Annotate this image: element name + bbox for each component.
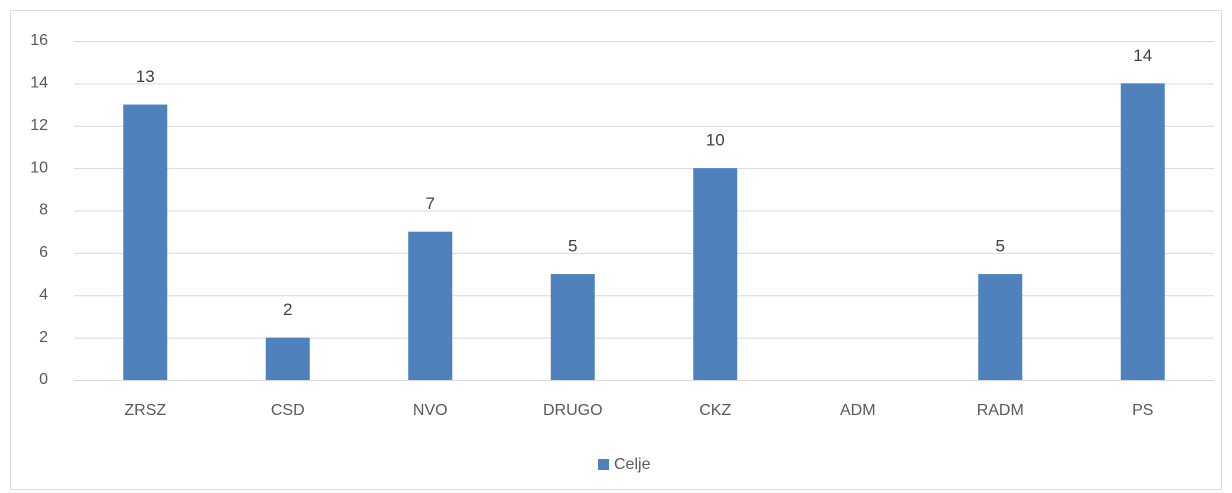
bar [123, 104, 168, 380]
value-label: 14 [1133, 46, 1152, 65]
y-tick-label: 10 [30, 159, 48, 176]
x-tick-label: RADM [977, 402, 1024, 419]
y-tick-label: 0 [39, 371, 48, 388]
x-tick-label: ADM [840, 402, 876, 419]
value-label: 2 [283, 300, 292, 319]
bar [693, 168, 738, 380]
value-label: 10 [706, 131, 725, 150]
value-label: 5 [996, 237, 1005, 256]
y-tick-label: 8 [39, 202, 48, 219]
bar [1120, 83, 1165, 380]
y-tick-label: 12 [30, 117, 48, 134]
y-tick-label: 16 [30, 32, 48, 49]
x-tick-label: ZRSZ [124, 402, 166, 419]
x-tick-label: NVO [413, 402, 448, 419]
bar [550, 274, 595, 380]
y-tick-label: 4 [39, 286, 48, 303]
x-tick-label: DRUGO [543, 402, 603, 419]
bar [978, 274, 1023, 380]
y-tick-label: 14 [30, 75, 48, 92]
y-tick-label: 2 [39, 329, 48, 346]
value-label: 5 [568, 237, 577, 256]
bar [408, 231, 453, 380]
legend-label: Celje [614, 456, 651, 473]
x-tick-label: CKZ [699, 402, 731, 419]
value-label: 7 [426, 194, 435, 213]
legend-swatch [598, 459, 609, 470]
bar [265, 337, 310, 380]
value-label: 13 [136, 67, 155, 86]
x-tick-label: PS [1132, 402, 1153, 419]
y-tick-label: 6 [39, 244, 48, 261]
x-tick-label: CSD [271, 402, 305, 419]
chart-border [10, 10, 1222, 490]
